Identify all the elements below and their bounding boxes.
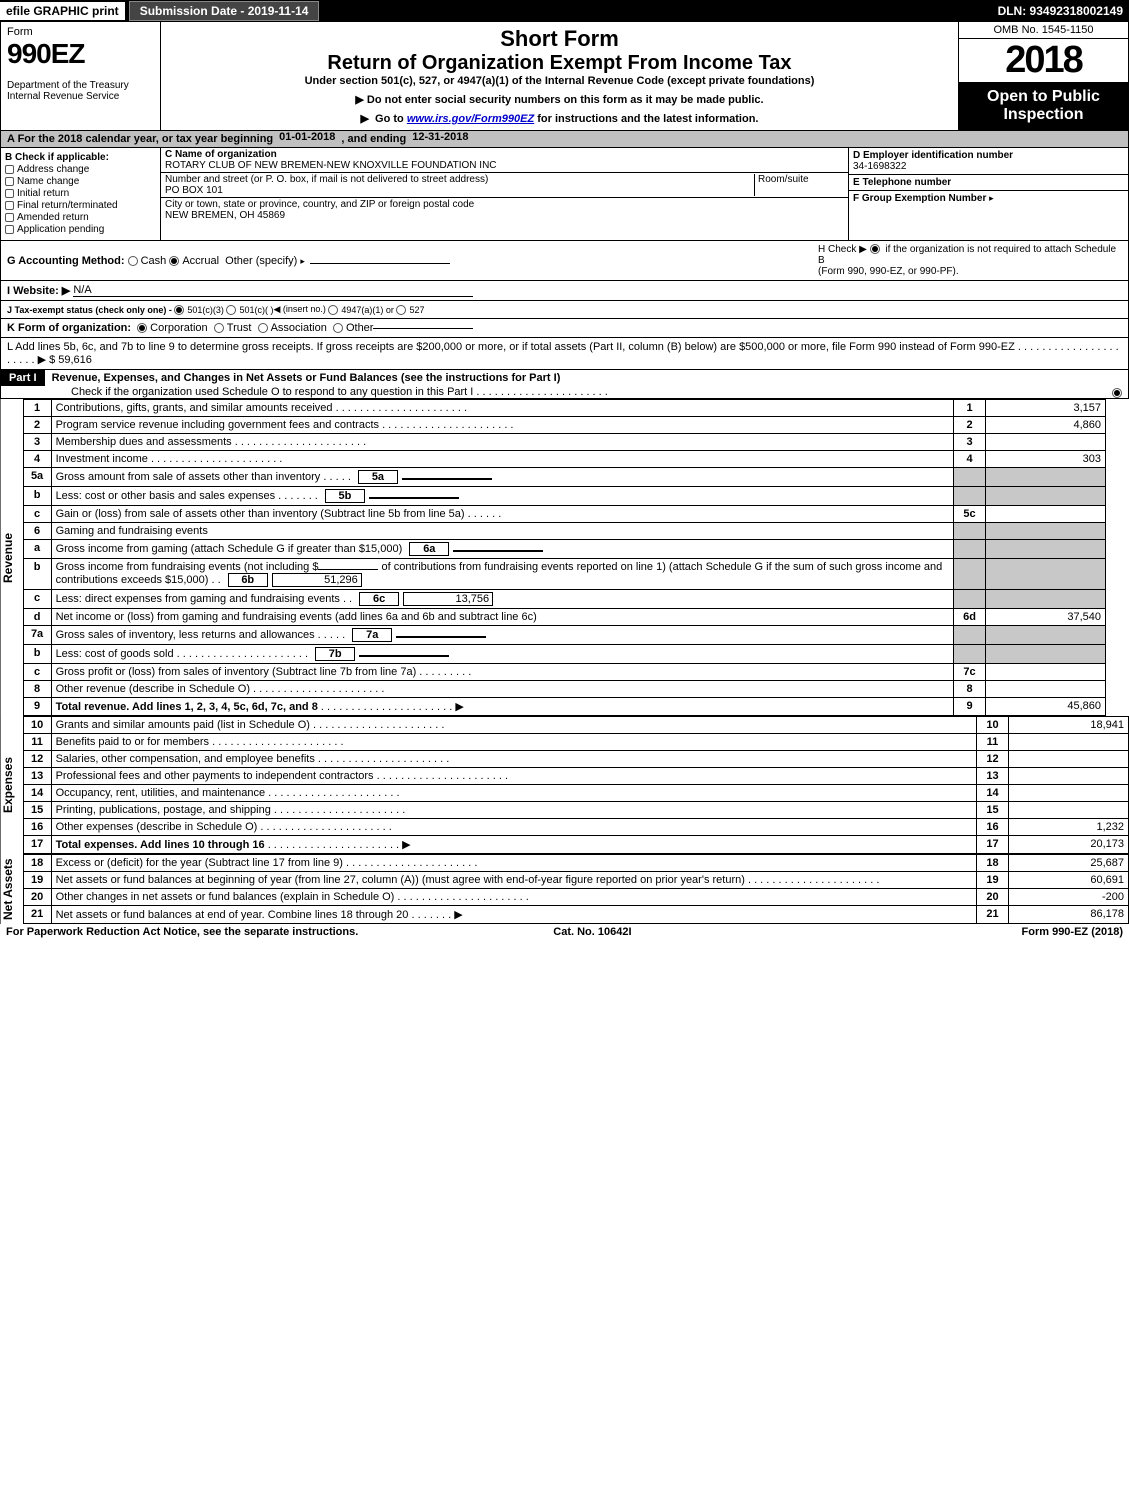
cb-527[interactable] [396, 305, 406, 315]
cb-application-pending[interactable]: Application pending [5, 224, 156, 235]
row-g-h: G Accounting Method: Cash Accrual Other … [0, 241, 1129, 281]
top-bar: efile GRAPHIC print Submission Date - 20… [0, 0, 1129, 22]
org-city: NEW BREMEN, OH 45869 [165, 210, 844, 221]
cb-part-i[interactable] [1112, 388, 1122, 398]
g-label: G Accounting Method: [7, 255, 125, 267]
cb-4947[interactable] [328, 305, 338, 315]
col-d: D Employer identification number 34-1698… [848, 148, 1128, 240]
d-ein-label: D Employer identification number [853, 150, 1013, 161]
note-no-ssn: Do not enter social security numbers on … [165, 93, 954, 106]
side-net-assets: Net Assets [1, 854, 23, 924]
footer-right: Form 990-EZ (2018) [1022, 926, 1123, 938]
l-amount: $ 59,616 [49, 354, 92, 366]
row-j: J Tax-exempt status (check only one) - 5… [0, 301, 1129, 319]
efile-label[interactable]: efile GRAPHIC print [0, 2, 125, 20]
website-value: N/A [73, 284, 473, 297]
irs-link[interactable]: www.irs.gov/Form990EZ [407, 113, 534, 125]
c-street-label: Number and street (or P. O. box, if mail… [165, 174, 754, 185]
tax-year-end: 12-31-2018 [412, 131, 468, 147]
page-footer: For Paperwork Reduction Act Notice, see … [0, 924, 1129, 940]
title-short-form: Short Form [165, 26, 954, 52]
cb-cash[interactable] [128, 256, 138, 266]
room-suite-label: Room/suite [754, 174, 844, 196]
row-l: L Add lines 5b, 6c, and 7b to line 9 to … [0, 338, 1129, 370]
g-other: Other (specify) [225, 255, 297, 267]
f-group-label: F Group Exemption Number [853, 193, 986, 204]
cb-accrual[interactable] [169, 256, 179, 266]
part-i-label: Part I [1, 370, 45, 386]
form-number: 990EZ [7, 38, 154, 70]
cb-address-change[interactable]: Address change [5, 164, 156, 175]
cb-name-change[interactable]: Name change [5, 176, 156, 187]
cb-h[interactable] [870, 244, 880, 254]
form-header: Form 990EZ Department of the Treasury In… [0, 22, 1129, 131]
cb-corp[interactable] [137, 323, 147, 333]
l-text: L Add lines 5b, 6c, and 7b to line 9 to … [7, 341, 1015, 353]
dln: DLN: 93492318002149 [998, 4, 1129, 18]
net-assets-section: Net Assets 18Excess or (deficit) for the… [0, 854, 1129, 924]
line-amt: 3,157 [986, 400, 1106, 417]
side-revenue: Revenue [1, 399, 23, 716]
part-i-sub: Check if the organization used Schedule … [1, 386, 473, 398]
footer-cat: Cat. No. 10642I [553, 926, 631, 938]
title-return: Return of Organization Exempt From Incom… [165, 52, 954, 75]
submission-date: Submission Date - 2019-11-14 [129, 1, 320, 21]
cb-initial-return[interactable]: Initial return [5, 188, 156, 199]
part-i-title: Revenue, Expenses, and Changes in Net As… [48, 370, 565, 386]
c-city-label: City or town, state or province, country… [165, 199, 844, 210]
h-block: H Check ▶ if the organization is not req… [812, 244, 1122, 277]
row-a: A For the 2018 calendar year, or tax yea… [0, 131, 1129, 148]
subtitle-under: Under section 501(c), 527, or 4947(a)(1)… [165, 75, 954, 87]
dept-irs: Internal Revenue Service [7, 91, 154, 102]
row-k: K Form of organization: Corporation Trus… [0, 319, 1129, 338]
e-tel-label: E Telephone number [853, 177, 951, 188]
block-bcd: B Check if applicable: Address change Na… [0, 148, 1129, 241]
tax-year: 2018 [959, 39, 1128, 82]
part-i-header: Part I Revenue, Expenses, and Changes in… [0, 370, 1129, 399]
line-desc: Contributions, gifts, grants, and simila… [51, 400, 953, 417]
note-post: for instructions and the latest informat… [534, 113, 758, 125]
k-label: K Form of organization: [7, 322, 131, 334]
note-pre: Go to [375, 113, 407, 125]
cb-trust[interactable] [214, 323, 224, 333]
note-goto: Go to www.irs.gov/Form990EZ for instruct… [165, 112, 954, 125]
dept-treasury: Department of the Treasury [7, 80, 154, 91]
ein: 34-1698322 [853, 161, 906, 172]
footer-left: For Paperwork Reduction Act Notice, see … [6, 926, 358, 938]
org-name: ROTARY CLUB OF NEW BREMEN-NEW KNOXVILLE … [165, 160, 844, 171]
row-a-pre: A For the 2018 calendar year, or tax yea… [1, 131, 279, 147]
open-to-public: Open to Public Inspection [959, 82, 1128, 130]
col-b: B Check if applicable: Address change Na… [1, 148, 161, 240]
revenue-section: Revenue 1Contributions, gifts, grants, a… [0, 399, 1106, 716]
cb-amended-return[interactable]: Amended return [5, 212, 156, 223]
cb-501c[interactable] [226, 305, 236, 315]
row-a-mid: , and ending [335, 131, 412, 147]
cb-assoc[interactable] [258, 323, 268, 333]
col-c: C Name of organization ROTARY CLUB OF NE… [161, 148, 848, 240]
expenses-section: Expenses 10Grants and similar amounts pa… [0, 716, 1129, 854]
cb-final-return[interactable]: Final return/terminated [5, 200, 156, 211]
tax-year-begin: 01-01-2018 [279, 131, 335, 147]
omb-number: OMB No. 1545-1150 [959, 22, 1128, 39]
line-num: 1 [23, 400, 51, 417]
j-label: J Tax-exempt status (check only one) - [7, 305, 172, 315]
cb-501c3[interactable] [174, 305, 184, 315]
row-i: I Website: ▶ N/A [0, 281, 1129, 301]
b-label: B Check if applicable: [5, 152, 109, 163]
c-name-label: C Name of organization [165, 149, 844, 160]
cb-other[interactable] [333, 323, 343, 333]
i-label: I Website: ▶ [7, 284, 70, 297]
org-street: PO BOX 101 [165, 185, 754, 196]
form-word: Form [7, 26, 154, 38]
j-insert: ◀ (insert no.) [273, 304, 325, 315]
side-expenses: Expenses [1, 716, 23, 854]
